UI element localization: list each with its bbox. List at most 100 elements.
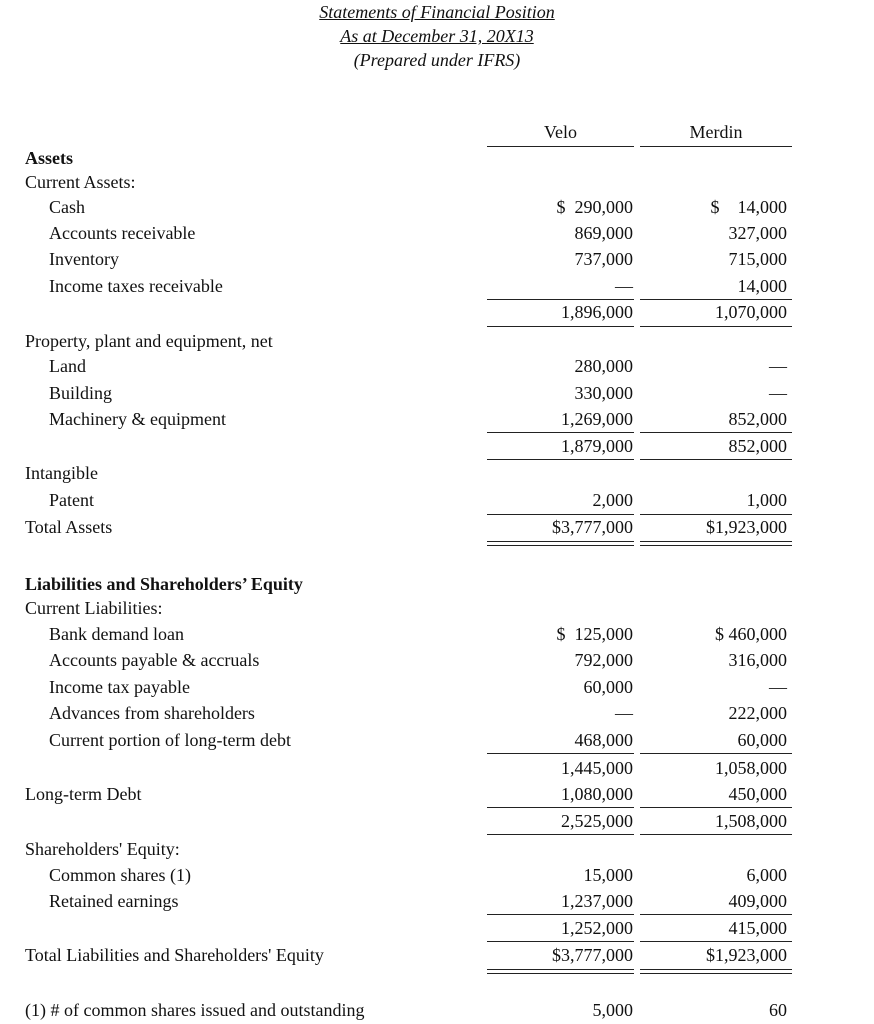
column-header-merdin: Merdin [689, 122, 743, 142]
row-label: Patent [49, 490, 94, 510]
velo-value: 60,000 [583, 677, 634, 697]
column-header-velo: Velo [544, 122, 577, 142]
total-rule [487, 914, 634, 915]
velo-value: $3,777,000 [552, 517, 633, 537]
total-rule [640, 541, 792, 542]
merdin-value: — [769, 356, 787, 376]
total-rule [487, 941, 634, 942]
total-rule [640, 545, 792, 546]
row-label: Property, plant and equipment, net [25, 331, 273, 351]
velo-value: 1,252,000 [561, 918, 633, 938]
row-label: Advances from shareholders [49, 703, 255, 723]
total-rule [640, 432, 792, 433]
total-rule [487, 541, 634, 542]
velo-value: — [615, 276, 633, 296]
merdin-value: 327,000 [728, 223, 788, 243]
velo-value: 1,269,000 [561, 409, 633, 429]
total-rule [640, 807, 792, 808]
statement-basis: (Prepared under IFRS) [0, 49, 874, 71]
merdin-value: $1,923,000 [706, 945, 787, 965]
row-label: Cash [49, 197, 85, 217]
merdin-value: 1,508,000 [715, 811, 787, 831]
row-label: Bank demand loan [49, 624, 184, 644]
merdin-value: 415,000 [728, 918, 788, 938]
velo-value: 2,525,000 [561, 811, 633, 831]
row-label: Machinery & equipment [49, 409, 226, 429]
total-rule [640, 914, 792, 915]
row-label: Accounts receivable [49, 223, 196, 243]
row-label: Assets [25, 148, 73, 168]
total-rule [487, 973, 634, 974]
velo-value: 1,896,000 [561, 302, 633, 322]
total-rule [640, 941, 792, 942]
total-rule [640, 459, 792, 460]
title-line-1: Statements of Financial Position [319, 2, 555, 22]
velo-value: 1,237,000 [561, 891, 633, 911]
merdin-value: $1,923,000 [706, 517, 787, 537]
total-rule [640, 514, 792, 515]
row-label: Long-term Debt [25, 784, 142, 804]
merdin-value: 409,000 [728, 891, 788, 911]
total-rule [487, 807, 634, 808]
velo-value: 737,000 [574, 249, 634, 269]
velo-value: 2,000 [592, 490, 634, 510]
merdin-value: 715,000 [728, 249, 788, 269]
total-rule [487, 545, 634, 546]
total-rule [640, 969, 792, 970]
total-rule [640, 834, 792, 835]
velo-value: 5,000 [592, 1000, 634, 1020]
row-label: Total Liabilities and Shareholders' Equi… [25, 945, 324, 965]
merdin-value: 450,000 [728, 784, 788, 804]
merdin-value: 60,000 [737, 730, 788, 750]
merdin-value: 1,000 [746, 490, 788, 510]
merdin-value: 1,070,000 [715, 302, 787, 322]
merdin-value: — [769, 383, 787, 403]
row-label: Retained earnings [49, 891, 179, 911]
statement-title: Statements of Financial Position [0, 1, 874, 23]
row-label: Current portion of long-term debt [49, 730, 291, 750]
header-rule [640, 146, 792, 147]
row-label: Shareholders' Equity: [25, 839, 180, 859]
row-label: Total Assets [25, 517, 113, 537]
row-label: Intangible [25, 463, 98, 483]
merdin-value: 6,000 [746, 865, 788, 885]
title-line-2: As at December 31, 20X13 [340, 26, 534, 46]
row-label: (1) # of common shares issued and outsta… [25, 1000, 365, 1020]
row-label: Common shares (1) [49, 865, 191, 885]
total-rule [487, 299, 634, 300]
row-label: Income tax payable [49, 677, 190, 697]
velo-value: 468,000 [574, 730, 634, 750]
row-label: Current Liabilities: [25, 598, 163, 618]
row-label: Income taxes receivable [49, 276, 223, 296]
merdin-value: 14,000 [737, 276, 788, 296]
velo-value: 869,000 [574, 223, 634, 243]
total-rule [487, 753, 634, 754]
merdin-value: 852,000 [728, 436, 788, 456]
total-rule [487, 459, 634, 460]
merdin-value: — [769, 677, 787, 697]
total-rule [640, 326, 792, 327]
merdin-value: 222,000 [728, 703, 788, 723]
velo-value: — [615, 703, 633, 723]
merdin-value: $ 14,000 [710, 197, 788, 217]
total-rule [640, 973, 792, 974]
velo-value: 1,879,000 [561, 436, 633, 456]
velo-value: $ 125,000 [556, 624, 634, 644]
row-label: Liabilities and Shareholders’ Equity [25, 574, 303, 594]
title-line-3: (Prepared under IFRS) [353, 50, 521, 70]
total-rule [487, 834, 634, 835]
row-label: Land [49, 356, 86, 376]
merdin-value: 60 [769, 1000, 787, 1020]
merdin-value: 316,000 [728, 650, 788, 670]
velo-value: 1,080,000 [561, 784, 633, 804]
velo-value: 15,000 [583, 865, 634, 885]
total-rule [640, 753, 792, 754]
velo-value: $ 290,000 [556, 197, 634, 217]
total-rule [487, 432, 634, 433]
total-rule [487, 969, 634, 970]
velo-value: 330,000 [574, 383, 634, 403]
row-label: Accounts payable & accruals [49, 650, 260, 670]
merdin-value: 1,058,000 [715, 758, 787, 778]
total-rule [640, 299, 792, 300]
statement-date: As at December 31, 20X13 [0, 25, 874, 47]
